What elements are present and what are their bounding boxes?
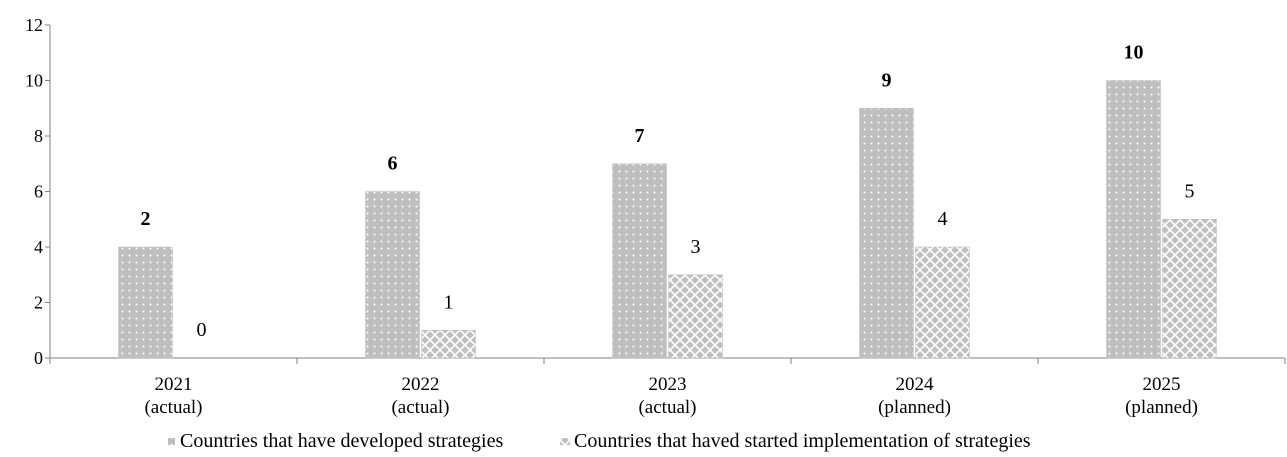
x-category-label: (planned) bbox=[878, 397, 951, 418]
y-tick-label: 6 bbox=[34, 182, 43, 202]
bar-series-2-3 bbox=[915, 246, 970, 359]
x-category-label: (planned) bbox=[1125, 397, 1198, 418]
data-label-series-1: 7 bbox=[635, 125, 645, 147]
bar-series-1-1 bbox=[365, 191, 420, 359]
y-tick-label: 12 bbox=[25, 15, 43, 35]
x-category-label: 2024 bbox=[896, 374, 935, 395]
x-category-label: 2021 bbox=[155, 374, 193, 395]
x-category-label: 2022 bbox=[402, 374, 440, 395]
y-tick-label: 2 bbox=[34, 293, 43, 313]
x-category-label: (actual) bbox=[144, 397, 202, 418]
bar-series-2-4 bbox=[1162, 219, 1217, 359]
data-label-series-1: 9 bbox=[882, 69, 892, 91]
bar-series-1-0 bbox=[118, 246, 173, 359]
x-category-label: 2023 bbox=[649, 374, 687, 395]
x-category-label: (actual) bbox=[638, 397, 696, 418]
y-tick-label: 8 bbox=[34, 126, 43, 146]
bar-series-1-4 bbox=[1106, 80, 1161, 359]
data-label-series-1: 10 bbox=[1124, 42, 1144, 64]
y-tick-label: 10 bbox=[25, 71, 43, 91]
bar-series-1-3 bbox=[859, 108, 914, 359]
x-category-label: 2025 bbox=[1143, 374, 1181, 395]
legend-swatch bbox=[168, 438, 175, 445]
data-label-series-2: 1 bbox=[444, 291, 454, 313]
legend-swatch bbox=[560, 438, 570, 445]
legend-label: Countries that haved started implementat… bbox=[574, 430, 1031, 452]
y-tick-label: 0 bbox=[34, 348, 43, 368]
data-label-series-2: 3 bbox=[691, 236, 701, 258]
data-label-series-2: 5 bbox=[1185, 180, 1195, 202]
legend: Countries that have developed strategies… bbox=[168, 430, 1031, 452]
y-tick-label: 4 bbox=[34, 237, 43, 257]
data-label-series-2: 4 bbox=[938, 208, 948, 230]
x-axis: 2021(actual)2022(actual)2023(actual)2024… bbox=[49, 357, 1286, 418]
legend-label: Countries that have developed strategies bbox=[180, 430, 503, 452]
x-category-label: (actual) bbox=[391, 397, 449, 418]
bar-series-2-1 bbox=[421, 330, 476, 359]
data-label-series-2: 0 bbox=[197, 319, 207, 341]
bar-series-2-2 bbox=[668, 274, 723, 359]
bars-group bbox=[118, 80, 1217, 359]
bar-series-1-2 bbox=[612, 163, 667, 359]
data-label-series-1: 2 bbox=[141, 208, 151, 230]
data-labels-group: 2 6 7 9 10 0 1 3 4 5 bbox=[141, 42, 1195, 342]
data-label-series-1: 6 bbox=[388, 153, 398, 175]
y-axis: 0 2 4 6 8 10 12 bbox=[25, 15, 51, 368]
